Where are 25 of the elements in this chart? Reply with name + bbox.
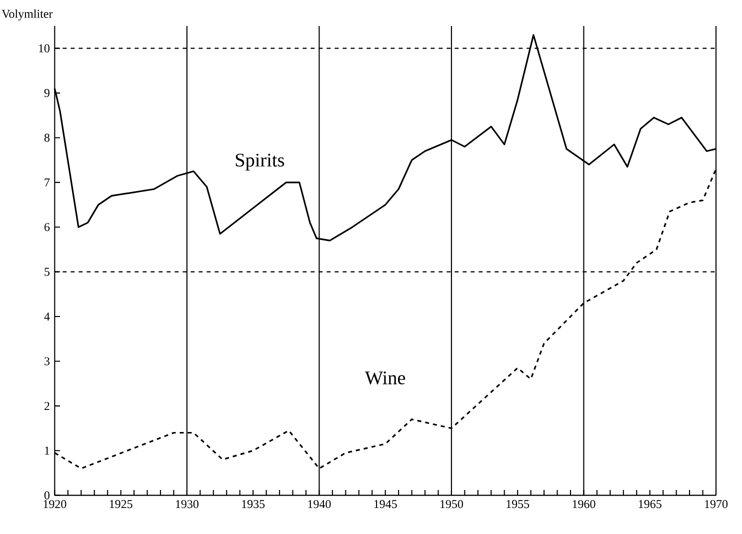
x-tick-label: 1970: [705, 500, 728, 508]
x-tick-label: 1935: [242, 500, 265, 508]
annotation: Spirits: [236, 154, 284, 170]
y-tick-label: 4: [44, 312, 50, 320]
x-tick-label: 1930: [176, 500, 198, 508]
x-tick-label: 1940: [308, 500, 331, 508]
y-tick-label: 3: [44, 357, 50, 366]
y-tick-label: 7: [44, 178, 50, 186]
y-axis-title: Volymliter: [2, 9, 53, 20]
x-tick-label: 1920: [44, 500, 66, 508]
y-tick-label: 9: [44, 89, 50, 98]
x-tick-label: 1925: [110, 500, 132, 508]
y-tick-label: 1: [45, 446, 50, 455]
annotation: Wine: [364, 371, 406, 384]
y-tick-label: 8: [44, 134, 50, 142]
y-tick-label: 6: [44, 223, 50, 232]
x-tick-label: 1955: [506, 500, 530, 508]
x-tick-label: 1950: [440, 500, 464, 508]
y-tick-label: 10: [39, 44, 50, 52]
x-tick-label: 1945: [374, 500, 397, 508]
x-tick-label: 1965: [638, 500, 662, 508]
y-tick-label: 5: [44, 268, 50, 276]
y-tick-label: 2: [44, 402, 50, 410]
y-tick-label: 0: [44, 491, 50, 500]
x-tick-label: 1960: [572, 500, 596, 508]
